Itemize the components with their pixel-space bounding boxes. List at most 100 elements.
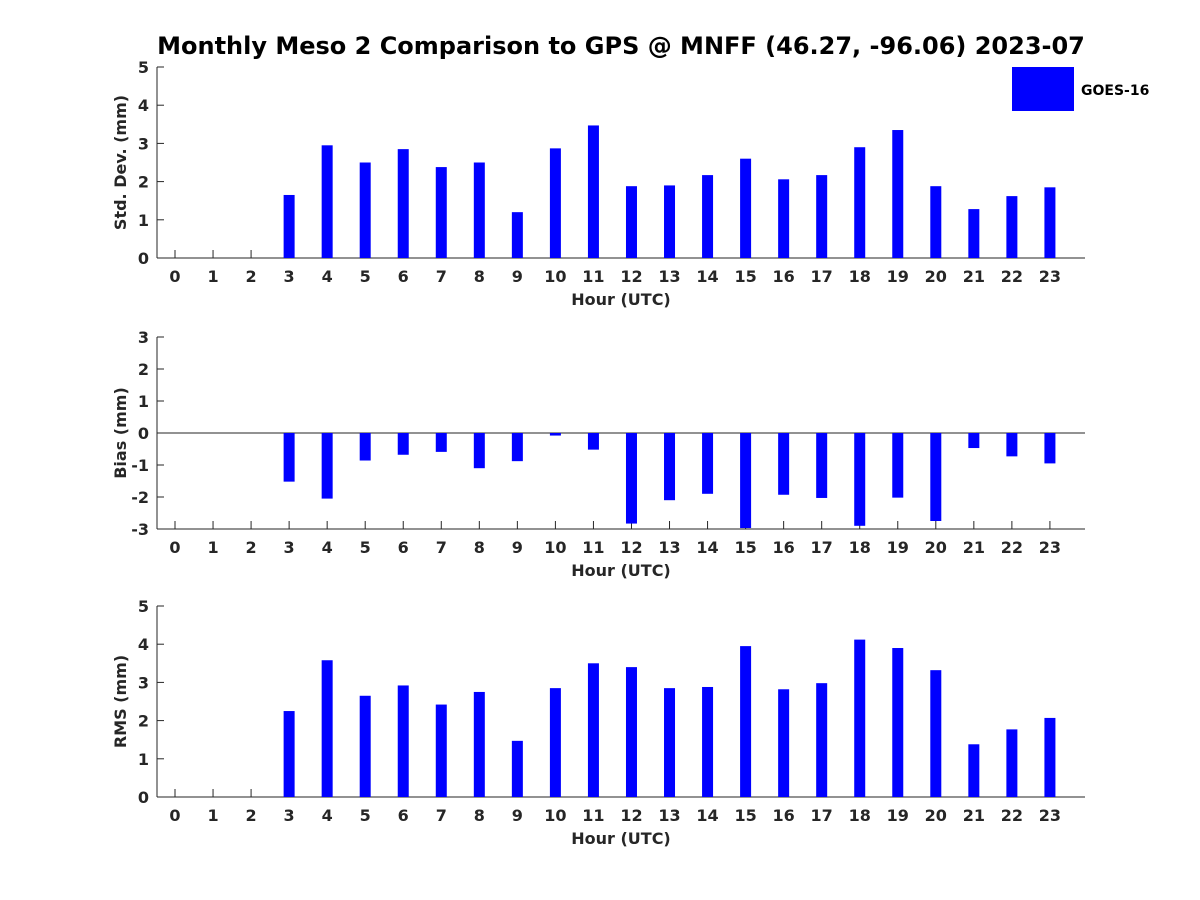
stddev-y-tick-label: 0 [138, 249, 149, 268]
stddev-bar-hour-9 [511, 212, 523, 258]
rms-x-tick-label: 6 [398, 806, 409, 825]
legend-label: GOES-16 [1081, 83, 1149, 99]
rms-bar-hour-11 [587, 663, 599, 797]
bias-y-tick-label: 0 [138, 424, 149, 443]
rms-x-tick-label: 4 [322, 806, 333, 825]
rms-bar-hour-12 [625, 667, 637, 797]
rms-bar-hour-8 [473, 691, 485, 797]
bias-bar-hour-11 [587, 433, 599, 450]
stddev-x-tick-label: 10 [544, 267, 566, 286]
bias-bar-hour-14 [702, 433, 714, 494]
bias-x-tick-label: 19 [887, 538, 909, 557]
stddev-y-tick-label: 1 [138, 211, 149, 230]
bias-x-tick-label: 20 [925, 538, 947, 557]
rms-x-tick-label: 21 [963, 806, 985, 825]
rms-x-tick-label: 1 [207, 806, 218, 825]
bias-x-tick-label: 11 [582, 538, 604, 557]
rms-x-tick-label: 8 [474, 806, 485, 825]
rms-bar-hour-4 [321, 660, 333, 797]
rms-x-tick-label: 5 [360, 806, 371, 825]
rms-x-tick-label: 20 [925, 806, 947, 825]
rms-y-tick-label: 0 [138, 788, 149, 807]
stddev-bar-hour-17 [816, 175, 828, 258]
rms-y-tick-label: 5 [138, 597, 149, 616]
stddev-bar-hour-20 [930, 186, 942, 258]
stddev-x-tick-label: 17 [811, 267, 833, 286]
rms-x-tick-label: 19 [887, 806, 909, 825]
bias-y-tick-label: -2 [131, 488, 149, 507]
stddev-x-tick-label: 0 [169, 267, 180, 286]
legend-swatch [1012, 67, 1074, 111]
stddev-bar-hour-15 [740, 158, 752, 258]
bias-x-tick-label: 0 [169, 538, 180, 557]
stddev-x-tick-label: 8 [474, 267, 485, 286]
bias-bar-hour-18 [854, 433, 866, 526]
bias-bar-hour-5 [359, 433, 371, 461]
stddev-x-tick-label: 3 [284, 267, 295, 286]
bias-bar-hour-16 [778, 433, 790, 495]
rms-bar-hour-15 [740, 646, 752, 797]
bias-bar-hour-13 [664, 433, 676, 501]
bias-bar-hour-20 [930, 433, 942, 521]
stddev-x-axis-label: Hour (UTC) [571, 290, 671, 309]
rms-x-tick-label: 15 [734, 806, 756, 825]
bias-bar-hour-17 [816, 433, 828, 498]
rms-x-tick-label: 7 [436, 806, 447, 825]
stddev-bar-hour-13 [664, 185, 676, 258]
stddev-y-tick-label: 3 [138, 134, 149, 153]
bias-y-tick-label: 3 [138, 328, 149, 347]
stddev-bar-hour-22 [1006, 196, 1018, 258]
bias-x-tick-label: 6 [398, 538, 409, 557]
rms-bar-hour-17 [816, 683, 828, 797]
stddev-bar-hour-16 [778, 179, 790, 258]
rms-bar-hour-23 [1044, 717, 1056, 797]
stddev-bar-hour-6 [397, 149, 409, 258]
stddev-x-tick-label: 11 [582, 267, 604, 286]
stddev-bar-hour-23 [1044, 187, 1056, 258]
rms-x-axis-label: Hour (UTC) [571, 829, 671, 848]
bias-bar-hour-19 [892, 433, 904, 498]
bias-bar-hour-4 [321, 433, 333, 499]
rms-x-tick-label: 14 [696, 806, 718, 825]
rms-x-tick-label: 3 [284, 806, 295, 825]
bias-x-tick-label: 13 [658, 538, 680, 557]
bias-y-tick-label: 2 [138, 360, 149, 379]
bias-y-axis-label: Bias (mm) [111, 387, 130, 479]
rms-bar-hour-13 [664, 688, 676, 797]
bias-x-tick-label: 1 [207, 538, 218, 557]
rms-y-tick-label: 3 [138, 673, 149, 692]
legend: GOES-16 [1012, 67, 1149, 111]
rms-y-tick-label: 2 [138, 712, 149, 731]
stddev-x-tick-label: 2 [246, 267, 257, 286]
bias-y-tick-label: 1 [138, 392, 149, 411]
bias-x-tick-label: 17 [811, 538, 833, 557]
rms-bar-hour-20 [930, 670, 942, 797]
stddev-x-tick-label: 7 [436, 267, 447, 286]
rms-y-axis-label: RMS (mm) [111, 655, 130, 748]
rms-bar-hour-21 [968, 744, 980, 797]
bias-x-tick-label: 12 [620, 538, 642, 557]
rms-bar-hour-22 [1006, 729, 1018, 797]
bias-x-tick-label: 18 [849, 538, 871, 557]
rms-x-tick-label: 10 [544, 806, 566, 825]
bias-x-tick-label: 4 [322, 538, 333, 557]
rms-bar-hour-5 [359, 695, 371, 797]
stddev-x-tick-label: 5 [360, 267, 371, 286]
bias-x-tick-label: 2 [246, 538, 257, 557]
stddev-bar-hour-14 [702, 175, 714, 258]
stddev-x-tick-label: 19 [887, 267, 909, 286]
bias-x-tick-label: 8 [474, 538, 485, 557]
stddev-bar-hour-21 [968, 209, 980, 258]
stddev-x-tick-label: 1 [207, 267, 218, 286]
stddev-y-tick-label: 2 [138, 173, 149, 192]
bias-bar-hour-8 [473, 433, 485, 469]
bias-y-tick-label: -1 [131, 456, 149, 475]
stddev-x-tick-label: 23 [1039, 267, 1061, 286]
bias-bar-hour-15 [740, 433, 752, 529]
stddev-y-tick-label: 4 [138, 96, 149, 115]
stddev-bar-hour-7 [435, 167, 447, 258]
rms-x-tick-label: 22 [1001, 806, 1023, 825]
